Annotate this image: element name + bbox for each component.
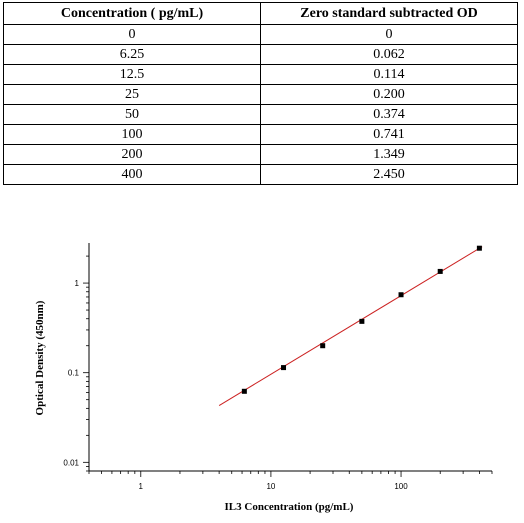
cell-concentration: 50 (3, 104, 261, 125)
chart-axes: 1 10 100 0.01 0.1 1 (63, 243, 493, 491)
data-point (476, 245, 482, 251)
table-row: 100 0.741 (3, 124, 518, 145)
standard-curve-chart: 1 10 100 0.01 0.1 1 IL3 Concentration (pg/mL)… (34, 243, 493, 513)
cell-od: 0.374 (260, 104, 518, 125)
cell-concentration: 200 (3, 144, 261, 165)
header-od: Zero standard subtracted OD (260, 2, 518, 25)
y-tick-label: 0.1 (68, 369, 80, 378)
table-row: 0 0 (3, 24, 518, 45)
cell-concentration: 25 (3, 84, 261, 105)
cell-concentration: 0 (3, 24, 261, 45)
cell-concentration: 100 (3, 124, 261, 145)
cell-od: 0.062 (260, 44, 518, 65)
standard-curve-table: Concentration ( pg/mL) Zero standard sub… (3, 2, 518, 185)
cell-concentration: 6.25 (3, 44, 261, 65)
data-point (281, 365, 287, 371)
cell-od: 0 (260, 24, 518, 45)
cell-concentration: 12.5 (3, 64, 261, 85)
table-row: 25 0.200 (3, 84, 518, 105)
cell-concentration: 400 (3, 164, 261, 185)
cell-od: 0.114 (260, 64, 518, 85)
cell-od: 0.200 (260, 84, 518, 105)
data-point (320, 343, 326, 349)
cell-od: 2.450 (260, 164, 518, 185)
x-axis-title: IL3 Concentration (pg/mL) (225, 501, 354, 513)
data-point (437, 268, 443, 274)
x-tick-label: 10 (266, 482, 275, 491)
y-tick-label: 1 (75, 279, 80, 288)
table-row: 12.5 0.114 (3, 64, 518, 85)
data-point (241, 388, 247, 394)
table-row: 50 0.374 (3, 104, 518, 125)
table-row: 400 2.450 (3, 164, 518, 185)
table-header-row: Concentration ( pg/mL) Zero standard sub… (3, 2, 518, 25)
y-axis-title: Optical Density (450nm) (34, 300, 46, 415)
table-row: 200 1.349 (3, 144, 518, 165)
y-tick-label: 0.01 (63, 458, 79, 467)
cell-od: 0.741 (260, 124, 518, 145)
data-points-group (241, 245, 482, 394)
x-tick-label: 1 (139, 482, 144, 491)
data-point (398, 292, 404, 298)
x-tick-label: 100 (394, 482, 408, 491)
table-row: 6.25 0.062 (3, 44, 518, 65)
header-concentration: Concentration ( pg/mL) (3, 2, 261, 25)
cell-od: 1.349 (260, 144, 518, 165)
data-point (359, 318, 365, 324)
